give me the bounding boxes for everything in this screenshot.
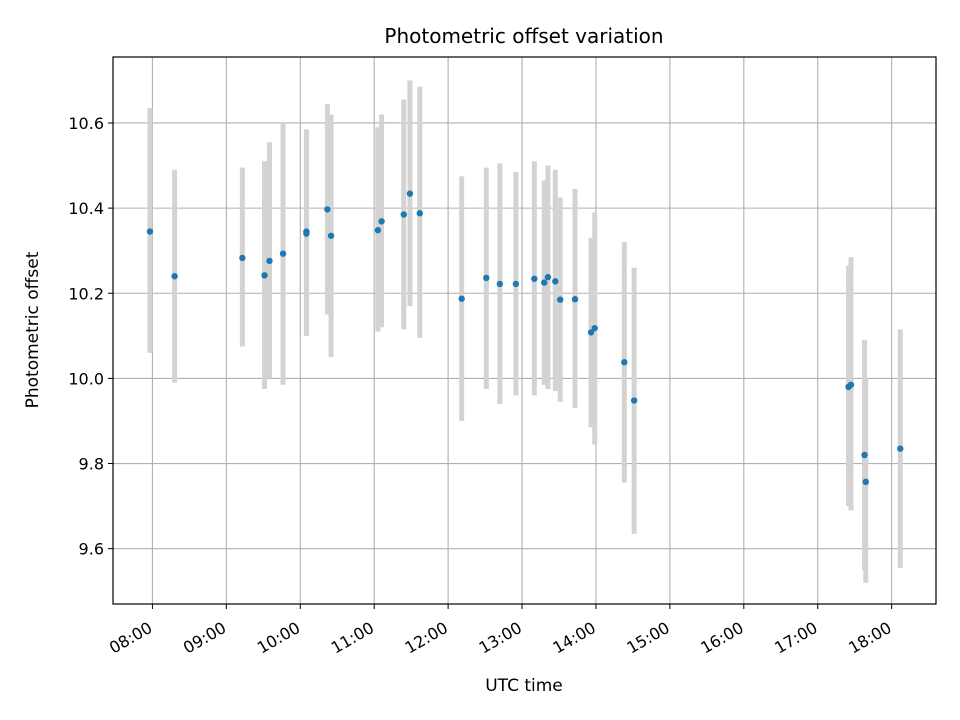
data-point <box>587 329 595 336</box>
data-point <box>552 278 559 285</box>
data-point <box>303 230 310 237</box>
y-tick-label: 9.8 <box>79 455 104 474</box>
chart-title: Photometric offset variation <box>384 24 663 48</box>
data-point <box>239 254 246 262</box>
data-point <box>512 280 520 288</box>
data-point <box>261 272 268 279</box>
data-point <box>862 478 869 486</box>
y-tick-label: 10.4 <box>68 199 104 218</box>
data-point <box>591 324 598 332</box>
y-tick-label: 10.0 <box>68 369 104 388</box>
data-point <box>146 228 154 235</box>
data-point <box>378 218 385 225</box>
data-points <box>146 190 904 486</box>
data-point <box>483 274 490 282</box>
x-axis-label: UTC time <box>485 676 563 696</box>
data-point <box>171 273 178 280</box>
y-axis-ticks: 9.6 9.8 10.0 10.2 10.4 10.6 <box>68 114 113 559</box>
data-point <box>496 280 504 288</box>
data-point <box>266 257 273 265</box>
data-point <box>557 296 564 303</box>
data-point <box>406 190 414 197</box>
data-point <box>324 206 331 213</box>
y-axis-label: Photometric offset <box>23 251 43 408</box>
data-point <box>374 227 382 234</box>
data-point <box>327 232 335 239</box>
data-point <box>544 273 552 281</box>
plot-area-frame <box>112 56 937 605</box>
data-point <box>621 359 628 366</box>
data-point <box>416 210 423 217</box>
y-tick-label: 9.6 <box>79 540 104 559</box>
data-point <box>571 296 579 303</box>
y-tick-label: 10.2 <box>68 284 104 303</box>
data-point <box>279 250 287 257</box>
grid-lines <box>113 57 936 604</box>
data-point <box>847 381 855 388</box>
data-point <box>400 211 407 218</box>
data-point <box>458 295 465 302</box>
data-point <box>630 397 638 404</box>
data-point <box>861 451 868 459</box>
data-point <box>897 445 904 452</box>
data-point <box>531 275 538 282</box>
data-point <box>541 279 548 286</box>
y-tick-label: 10.6 <box>68 114 104 133</box>
